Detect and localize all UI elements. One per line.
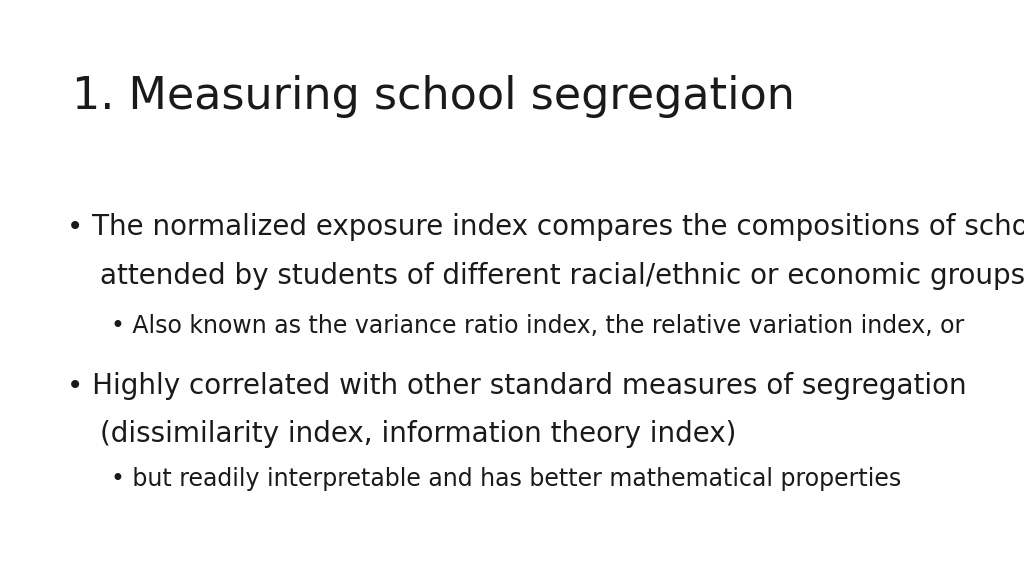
- Text: • The normalized exposure index compares the compositions of schools: • The normalized exposure index compares…: [67, 213, 1024, 241]
- Text: • Highly correlated with other standard measures of segregation: • Highly correlated with other standard …: [67, 372, 967, 400]
- Text: 1. Measuring school segregation: 1. Measuring school segregation: [72, 75, 795, 118]
- Text: attended by students of different racial/ethnic or economic groups.: attended by students of different racial…: [100, 262, 1024, 290]
- Text: (dissimilarity index, information theory index): (dissimilarity index, information theory…: [100, 420, 736, 449]
- Text: • but readily interpretable and has better mathematical properties: • but readily interpretable and has bett…: [111, 467, 901, 491]
- Text: • Also known as the variance ratio index, the relative variation index, or: • Also known as the variance ratio index…: [111, 314, 972, 338]
